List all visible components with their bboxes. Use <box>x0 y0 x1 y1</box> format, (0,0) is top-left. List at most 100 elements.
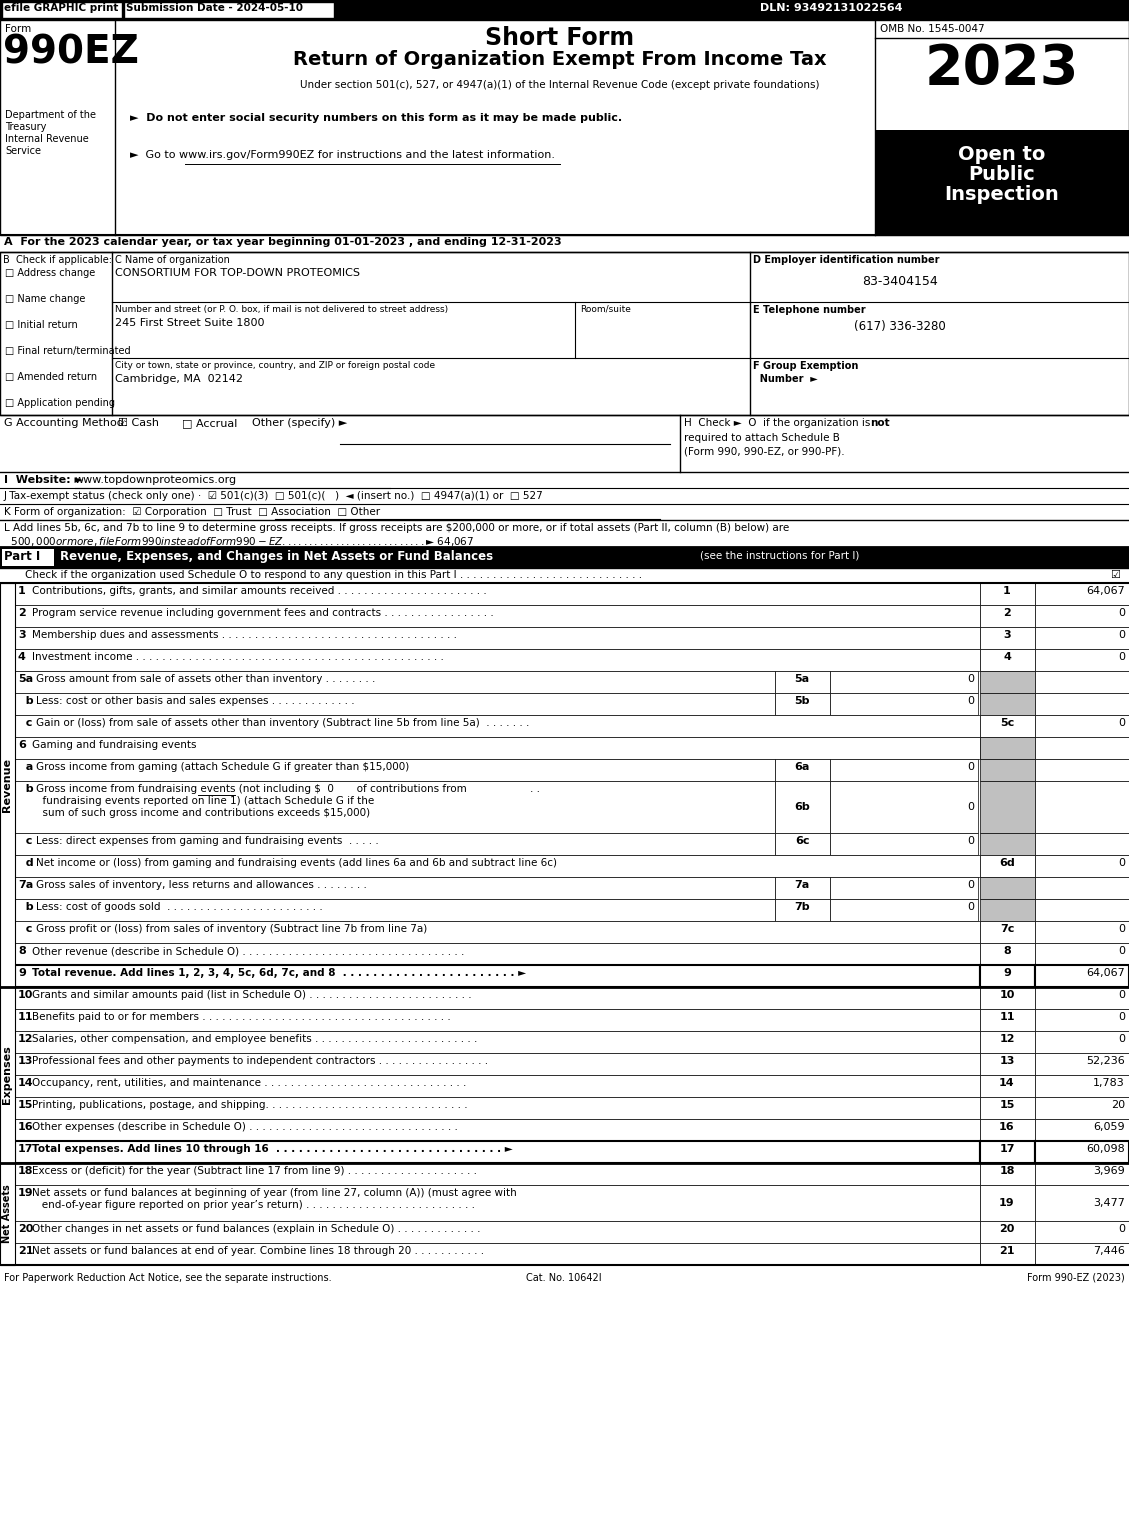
Bar <box>1035 987 1129 1010</box>
Bar <box>1035 921 1129 942</box>
Bar <box>1035 900 1129 921</box>
Bar <box>980 781 1035 833</box>
Bar <box>15 671 774 692</box>
Text: 4: 4 <box>1003 653 1010 662</box>
Bar <box>1035 1096 1129 1119</box>
Bar <box>1035 965 1129 987</box>
Bar <box>1035 627 1129 650</box>
Bar <box>1035 1185 1129 1222</box>
Bar <box>0 583 15 987</box>
Text: 20: 20 <box>999 1225 1015 1234</box>
Bar <box>15 1222 980 1243</box>
Text: □ Initial return: □ Initial return <box>5 320 78 329</box>
Bar <box>830 692 978 715</box>
Text: 11: 11 <box>999 1013 1015 1022</box>
Text: ►  Do not enter social security numbers on this form as it may be made public.: ► Do not enter social security numbers o… <box>130 113 622 124</box>
Text: 64,067: 64,067 <box>1086 586 1124 596</box>
Text: c: c <box>18 924 33 933</box>
Text: b: b <box>18 901 34 912</box>
Bar <box>980 650 1035 671</box>
Text: 19: 19 <box>18 1188 34 1199</box>
Bar <box>1035 1010 1129 1031</box>
Text: Gross income from fundraising events (not including $  0       of contributions : Gross income from fundraising events (no… <box>36 784 466 795</box>
Bar <box>15 1052 980 1075</box>
Bar <box>1035 605 1129 627</box>
Text: 64,067: 64,067 <box>1086 968 1124 978</box>
Text: 3,969: 3,969 <box>1093 1167 1124 1176</box>
Text: 11: 11 <box>18 1013 34 1022</box>
Text: Gross profit or (loss) from sales of inventory (Subtract line 7b from line 7a): Gross profit or (loss) from sales of inv… <box>36 924 427 933</box>
Text: Professional fees and other payments to independent contractors . . . . . . . . : Professional fees and other payments to … <box>32 1055 488 1066</box>
Bar <box>15 1185 980 1222</box>
Text: 2: 2 <box>1004 608 1010 618</box>
Bar <box>830 759 978 781</box>
Bar <box>875 130 1129 235</box>
Text: Benefits paid to or for members . . . . . . . . . . . . . . . . . . . . . . . . : Benefits paid to or for members . . . . … <box>32 1013 450 1022</box>
Bar <box>1035 759 1129 781</box>
Text: Cambridge, MA  02142: Cambridge, MA 02142 <box>115 374 243 384</box>
Bar <box>980 1119 1035 1141</box>
Text: 14: 14 <box>18 1078 34 1087</box>
Bar <box>980 1010 1035 1031</box>
Text: 5a: 5a <box>795 674 809 685</box>
Text: 5b: 5b <box>794 695 809 706</box>
Text: Total revenue. Add lines 1, 2, 3, 4, 5c, 6d, 7c, and 8  . . . . . . . . . . . . : Total revenue. Add lines 1, 2, 3, 4, 5c,… <box>32 968 526 978</box>
Text: 13: 13 <box>999 1055 1015 1066</box>
Bar <box>15 605 980 627</box>
Text: Contributions, gifts, grants, and similar amounts received . . . . . . . . . . .: Contributions, gifts, grants, and simila… <box>32 586 487 596</box>
Text: Total expenses. Add lines 10 through 16  . . . . . . . . . . . . . . . . . . . .: Total expenses. Add lines 10 through 16 … <box>32 1144 513 1154</box>
Text: 7a: 7a <box>18 880 33 891</box>
Bar <box>15 1141 980 1164</box>
Text: ☑ Cash: ☑ Cash <box>119 418 159 429</box>
Bar <box>980 1243 1035 1266</box>
Bar <box>15 715 980 737</box>
Text: 3: 3 <box>1004 630 1010 640</box>
Text: 0: 0 <box>1118 1034 1124 1045</box>
Text: A  For the 2023 calendar year, or tax year beginning 01-01-2023 , and ending 12-: A For the 2023 calendar year, or tax yea… <box>5 236 561 247</box>
Text: □ Name change: □ Name change <box>5 294 86 303</box>
Text: 0: 0 <box>968 901 974 912</box>
Text: Membership dues and assessments . . . . . . . . . . . . . . . . . . . . . . . . : Membership dues and assessments . . . . … <box>32 630 457 640</box>
Text: 16: 16 <box>999 1122 1015 1132</box>
Text: Net assets or fund balances at beginning of year (from line 27, column (A)) (mus: Net assets or fund balances at beginning… <box>32 1188 517 1199</box>
Text: 4: 4 <box>18 653 26 662</box>
Text: 6c: 6c <box>795 836 809 846</box>
Text: d: d <box>18 859 34 868</box>
Bar <box>980 856 1035 877</box>
Text: Form: Form <box>5 24 32 34</box>
Bar <box>1035 715 1129 737</box>
Bar <box>15 737 980 759</box>
Text: Gross sales of inventory, less returns and allowances . . . . . . . .: Gross sales of inventory, less returns a… <box>36 880 367 891</box>
Text: 19: 19 <box>999 1199 1015 1208</box>
Bar <box>1035 833 1129 856</box>
Text: www.topdownproteomics.org: www.topdownproteomics.org <box>75 474 237 485</box>
Bar <box>0 547 1129 567</box>
Text: 0: 0 <box>1118 608 1124 618</box>
Bar <box>1035 650 1129 671</box>
Text: 0: 0 <box>968 880 974 891</box>
Text: $500,000 or more, file Form 990 instead of Form 990-EZ . . . . . . . . . . . . .: $500,000 or more, file Form 990 instead … <box>5 535 474 547</box>
Text: Investment income . . . . . . . . . . . . . . . . . . . . . . . . . . . . . . . : Investment income . . . . . . . . . . . … <box>32 653 444 662</box>
Bar <box>774 671 830 692</box>
Text: Printing, publications, postage, and shipping. . . . . . . . . . . . . . . . . .: Printing, publications, postage, and shi… <box>32 1100 467 1110</box>
Bar <box>15 692 774 715</box>
Text: fundraising events reported on line 1) (attach Schedule G if the: fundraising events reported on line 1) (… <box>36 796 374 807</box>
Text: 21: 21 <box>999 1246 1015 1257</box>
Text: 52,236: 52,236 <box>1086 1055 1124 1066</box>
Bar <box>774 833 830 856</box>
Text: 6: 6 <box>18 740 26 750</box>
Bar <box>774 759 830 781</box>
Text: Internal Revenue: Internal Revenue <box>5 134 89 143</box>
Text: Department of the: Department of the <box>5 110 96 120</box>
Text: 15: 15 <box>999 1100 1015 1110</box>
Bar <box>1035 781 1129 833</box>
Bar <box>830 900 978 921</box>
Text: Open to: Open to <box>959 145 1045 165</box>
Text: □ Accrual: □ Accrual <box>175 418 237 429</box>
Bar <box>980 583 1035 605</box>
Bar <box>1035 1075 1129 1096</box>
Text: 17: 17 <box>999 1144 1015 1154</box>
Bar <box>1035 1222 1129 1243</box>
Bar <box>980 1185 1035 1222</box>
Text: (617) 336-3280: (617) 336-3280 <box>855 320 946 332</box>
